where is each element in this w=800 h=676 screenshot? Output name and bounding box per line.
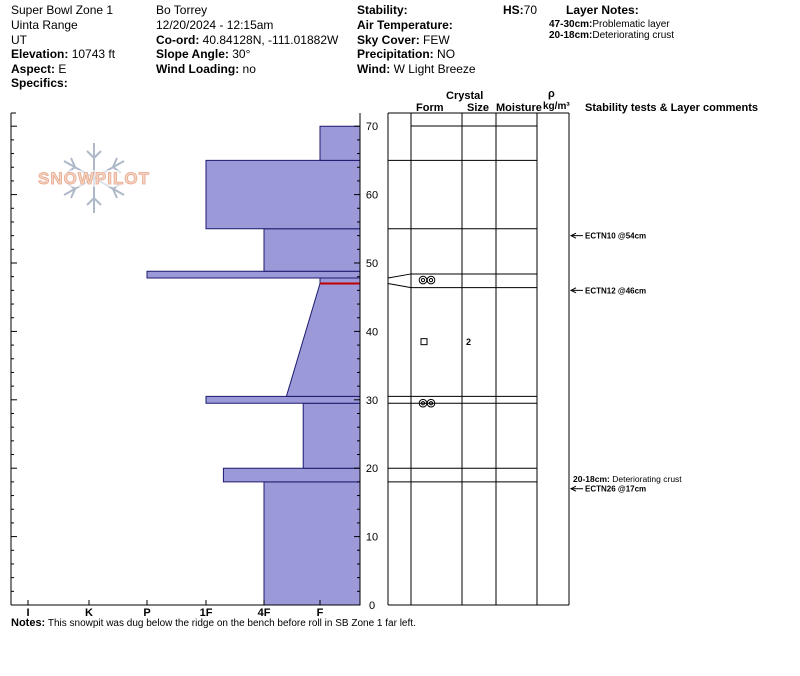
- depth-label-0: 0: [369, 600, 375, 612]
- rounded-grain-icon: [418, 275, 428, 285]
- notes: Notes: This snowpit was dug below the ri…: [11, 616, 416, 631]
- rounded-grain-icon: [420, 401, 426, 406]
- layer-note-1: 47-30cm:Problematic layer: [549, 19, 670, 30]
- state: UT: [11, 33, 27, 47]
- hardness-layer-7: [263, 228, 361, 272]
- stability-test-label: ECTN10 @54cm: [585, 232, 646, 241]
- grain-size: 2: [466, 337, 471, 347]
- wind: Wind: W Light Breeze: [357, 62, 476, 77]
- air-temp-label: Air Temperature:: [357, 18, 453, 32]
- elevation-value: 10743 ft: [71, 47, 116, 61]
- depth-label-40: 40: [366, 326, 378, 338]
- stability-test-label: ECTN26 @17cm: [585, 485, 646, 494]
- aspect-value: E: [58, 62, 67, 76]
- hs-label: HS:: [503, 3, 524, 17]
- hardness-label-1F: 1F: [200, 607, 213, 619]
- hardness-layer-8: [205, 159, 361, 230]
- snow-height: HS:70: [503, 3, 537, 18]
- coord-label: Co-ord:: [156, 33, 200, 47]
- hardness-label-K: K: [85, 607, 93, 619]
- rounded-grain-icon: [428, 278, 434, 283]
- range: Uinta Range: [11, 18, 78, 32]
- hardness-layer-0: [263, 481, 361, 606]
- sky-label: Sky Cover:: [357, 33, 420, 47]
- hs-value: 70: [523, 3, 538, 17]
- hardness-layer-9: [319, 125, 361, 161]
- rounded-grain-icon: [426, 275, 436, 285]
- logo-text: SNOWPILOT: [38, 169, 150, 188]
- hardness-label-4F: 4F: [258, 607, 271, 619]
- col-form: Form: [416, 102, 444, 114]
- slope-label: Slope Angle:: [156, 47, 229, 61]
- hardness-layer-1: [222, 467, 361, 483]
- hardness-label-P: P: [143, 607, 150, 619]
- layer-note-1-range: 47-30cm:: [549, 19, 593, 30]
- layer-comment-text: Deteriorating crust: [610, 474, 682, 484]
- test-arrow-head: [569, 232, 577, 239]
- elevation-label: Elevation:: [11, 47, 69, 61]
- layer-comment-range: 20-18cm:: [573, 474, 610, 484]
- layer-notes-label: Layer Notes:: [566, 3, 639, 17]
- col-crystal: Crystal: [446, 90, 484, 102]
- sky-cover: Sky Cover: FEW: [357, 33, 450, 48]
- col-rho: ρ: [548, 88, 555, 100]
- hardness-layer-6: [146, 270, 361, 279]
- aspect-label: Aspect:: [11, 62, 56, 76]
- connector-5: [387, 283, 412, 289]
- faceted-grain-icon: [420, 338, 428, 346]
- location: Super Bowl Zone 1: [11, 3, 114, 17]
- precip-value: NO: [437, 47, 456, 61]
- rounded-grain-icon: [426, 398, 436, 408]
- stability-label: Stability:: [357, 3, 408, 17]
- layer-note-1-text: Problematic layer: [592, 19, 670, 30]
- notes-label: Notes:: [11, 617, 46, 629]
- stability-test-label: ECTN12 @46cm: [585, 286, 646, 295]
- datetime: 12/20/2024 - 12:15am: [156, 18, 274, 32]
- test-arrow-head: [569, 287, 577, 294]
- layer-note-2-range: 20-18cm:: [549, 30, 593, 41]
- coordinates: Co-ord: 40.84128N, -111.01882W: [156, 33, 338, 48]
- precip-label: Precipitation:: [357, 47, 434, 61]
- depth-label-50: 50: [366, 258, 378, 270]
- depth-label-20: 20: [366, 463, 378, 475]
- snowpilot-logo: SNOWPILOT: [36, 143, 152, 213]
- col-density-unit: kg/m³: [543, 101, 570, 112]
- aspect: Aspect: E: [11, 62, 66, 77]
- sky-value: FEW: [423, 33, 450, 47]
- depth-label-10: 10: [366, 532, 378, 544]
- layer-note-2: 20-18cm:Deteriorating crust: [549, 30, 674, 41]
- col-moisture: Moisture: [496, 102, 542, 114]
- elevation: Elevation: 10743 ft: [11, 47, 115, 62]
- col-size: Size: [467, 102, 490, 114]
- specifics-label: Specifics:: [11, 76, 68, 90]
- hardness-label-I: I: [26, 607, 29, 619]
- notes-text: This snowpit was dug below the ridge on …: [47, 618, 416, 629]
- layer-comment: 20-18cm: Deteriorating crust: [573, 474, 682, 484]
- slope-angle: Slope Angle: 30°: [156, 47, 250, 62]
- coord-value: 40.84128N, -111.01882W: [202, 33, 339, 47]
- connector-4: [387, 273, 412, 279]
- test-arrow-head: [569, 485, 577, 492]
- wind-loading-label: Wind Loading:: [156, 62, 240, 76]
- wind-value: W Light Breeze: [393, 62, 476, 76]
- rounded-grain-icon: [420, 278, 426, 283]
- depth-label-60: 60: [366, 190, 378, 202]
- hardness-layer-3: [205, 395, 361, 404]
- wind-label: Wind:: [357, 62, 391, 76]
- depth-label-30: 30: [366, 395, 378, 407]
- precipitation: Precipitation: NO: [357, 47, 455, 62]
- rounded-grain-icon: [428, 401, 434, 406]
- hardness-layer-2: [302, 402, 361, 469]
- wind-loading-value: no: [242, 62, 256, 76]
- col-stability: Stability tests & Layer comments: [585, 102, 759, 114]
- wind-loading: Wind Loading: no: [156, 62, 256, 77]
- observer: Bo Torrey: [156, 3, 208, 17]
- slope-value: 30°: [232, 47, 251, 61]
- hardness-layer-4: [285, 283, 361, 397]
- layer-note-2-text: Deteriorating crust: [592, 30, 675, 41]
- depth-label-70: 70: [366, 121, 378, 133]
- hardness-label-F: F: [317, 607, 324, 619]
